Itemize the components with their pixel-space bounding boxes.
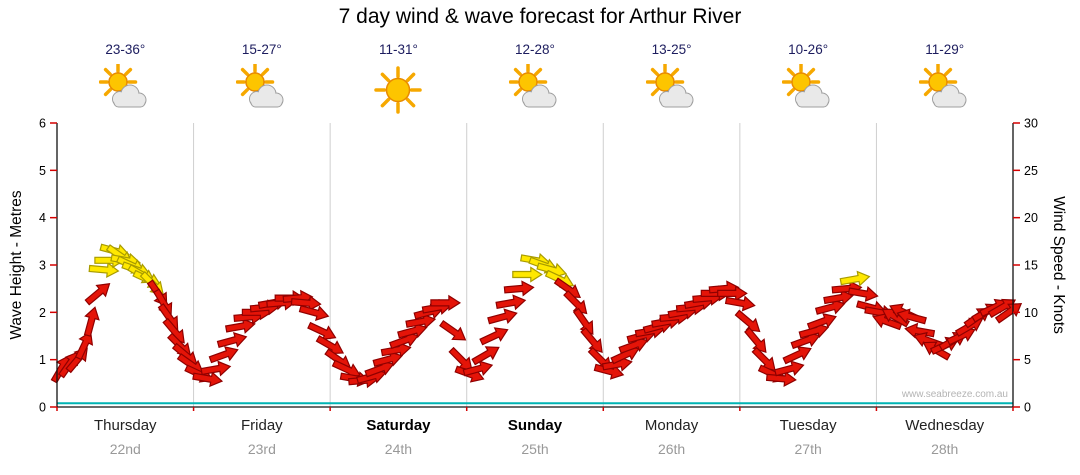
wind-arrow xyxy=(724,295,756,312)
axis-tick-label: 5 xyxy=(39,164,46,178)
day-temp-range-label: 11-29° xyxy=(925,42,965,57)
day-name-label: Tuesday xyxy=(779,417,837,434)
day-date-label: 28th xyxy=(931,441,959,457)
axis-tick-label: 6 xyxy=(39,117,46,131)
day-name-label: Sunday xyxy=(507,417,563,434)
day-date-label: 22nd xyxy=(109,441,141,457)
day-name-label: Wednesday xyxy=(905,417,985,434)
wind-arrow xyxy=(430,294,462,311)
partly-cloudy-icon xyxy=(918,62,971,116)
sunny-icon xyxy=(372,64,424,116)
wind-arrow xyxy=(216,332,248,348)
day-name-label: Saturday xyxy=(366,417,431,434)
axis-tick-label: 1 xyxy=(39,353,46,367)
wind-arrow xyxy=(462,360,494,377)
wind-arrow xyxy=(405,313,437,330)
wind-arrow xyxy=(192,371,224,388)
wind-arrow xyxy=(994,303,1023,324)
day-date-label: 24th xyxy=(384,441,413,457)
wind-arrow xyxy=(734,309,761,333)
wind-arrow xyxy=(896,308,927,325)
day-temp-range-label: 13-25° xyxy=(651,42,692,57)
day-temp-range-label: 11-31° xyxy=(378,42,418,57)
partly-cloudy-icon xyxy=(645,62,698,116)
wind-arrow xyxy=(512,266,543,283)
axis-tick-label: 30 xyxy=(1024,117,1038,131)
wind-arrow xyxy=(372,351,404,367)
wind-arrow xyxy=(503,280,535,297)
wind-arrow xyxy=(439,319,467,341)
wind-arrow xyxy=(84,283,111,306)
wind-arrow xyxy=(847,286,879,302)
axis-tick-label: 5 xyxy=(1024,353,1031,367)
wind-arrow xyxy=(83,306,100,337)
wind-arrow xyxy=(773,360,805,377)
day-name-label: Monday xyxy=(644,417,699,434)
day-temp-range-label: 12-28° xyxy=(515,42,555,57)
day-name-label: Thursday xyxy=(94,417,157,434)
wind-arrow xyxy=(88,261,120,279)
day-date-label: 27th xyxy=(794,441,822,457)
day-temp-range-label: 23-36° xyxy=(105,42,146,57)
axis-tick-label: 2 xyxy=(39,306,46,320)
partly-cloudy-icon xyxy=(235,62,288,116)
wind-arrow xyxy=(224,317,256,334)
axis-tick-label: 10 xyxy=(1024,306,1038,320)
wind-arrow xyxy=(208,346,239,364)
wind-arrow xyxy=(823,289,855,306)
axis-tick-label: 0 xyxy=(39,401,46,415)
wind-arrow xyxy=(471,346,500,366)
wind-arrow xyxy=(904,322,936,339)
partly-cloudy-icon xyxy=(508,62,561,116)
day-temp-range-label: 15-27° xyxy=(241,42,282,57)
axis-tick-label: 15 xyxy=(1024,259,1038,273)
day-date-label: 25th xyxy=(521,441,549,457)
wind-arrow xyxy=(839,270,871,287)
axis-tick-label: 4 xyxy=(39,211,46,225)
wind-arrow xyxy=(495,294,527,311)
wind-arrow xyxy=(765,370,797,387)
wind-arrow xyxy=(814,298,846,315)
axis-tick-label: 3 xyxy=(39,259,46,273)
wind-arrow xyxy=(782,346,812,365)
partly-cloudy-icon xyxy=(99,62,151,116)
day-date-label: 23rd xyxy=(247,441,276,457)
wind-arrow xyxy=(307,321,337,341)
day-temp-range-label: 10-26° xyxy=(788,42,829,57)
wind-arrow xyxy=(806,313,837,331)
axis-tick-label: 20 xyxy=(1024,211,1038,225)
day-name-label: Friday xyxy=(241,417,283,434)
wind-arrow xyxy=(479,327,509,346)
wind-arrow xyxy=(487,308,518,325)
wind-arrow xyxy=(74,330,94,361)
wind-arrow xyxy=(315,335,345,355)
chart-title: 7 day wind & wave forecast for Arthur Ri… xyxy=(338,5,742,28)
watermark-text: www.seabreeze.com.au xyxy=(901,389,1008,400)
day-date-label: 26th xyxy=(657,441,686,457)
partly-cloudy-icon xyxy=(781,62,834,116)
wind-arrow xyxy=(717,285,748,302)
wind-arrow xyxy=(200,360,232,377)
wind-arrow xyxy=(397,322,428,339)
axis-tick-label: 25 xyxy=(1024,164,1038,178)
wind-arrow xyxy=(298,305,330,321)
wind-arrow xyxy=(290,295,322,312)
axis-tick-label: 0 xyxy=(1024,401,1031,415)
